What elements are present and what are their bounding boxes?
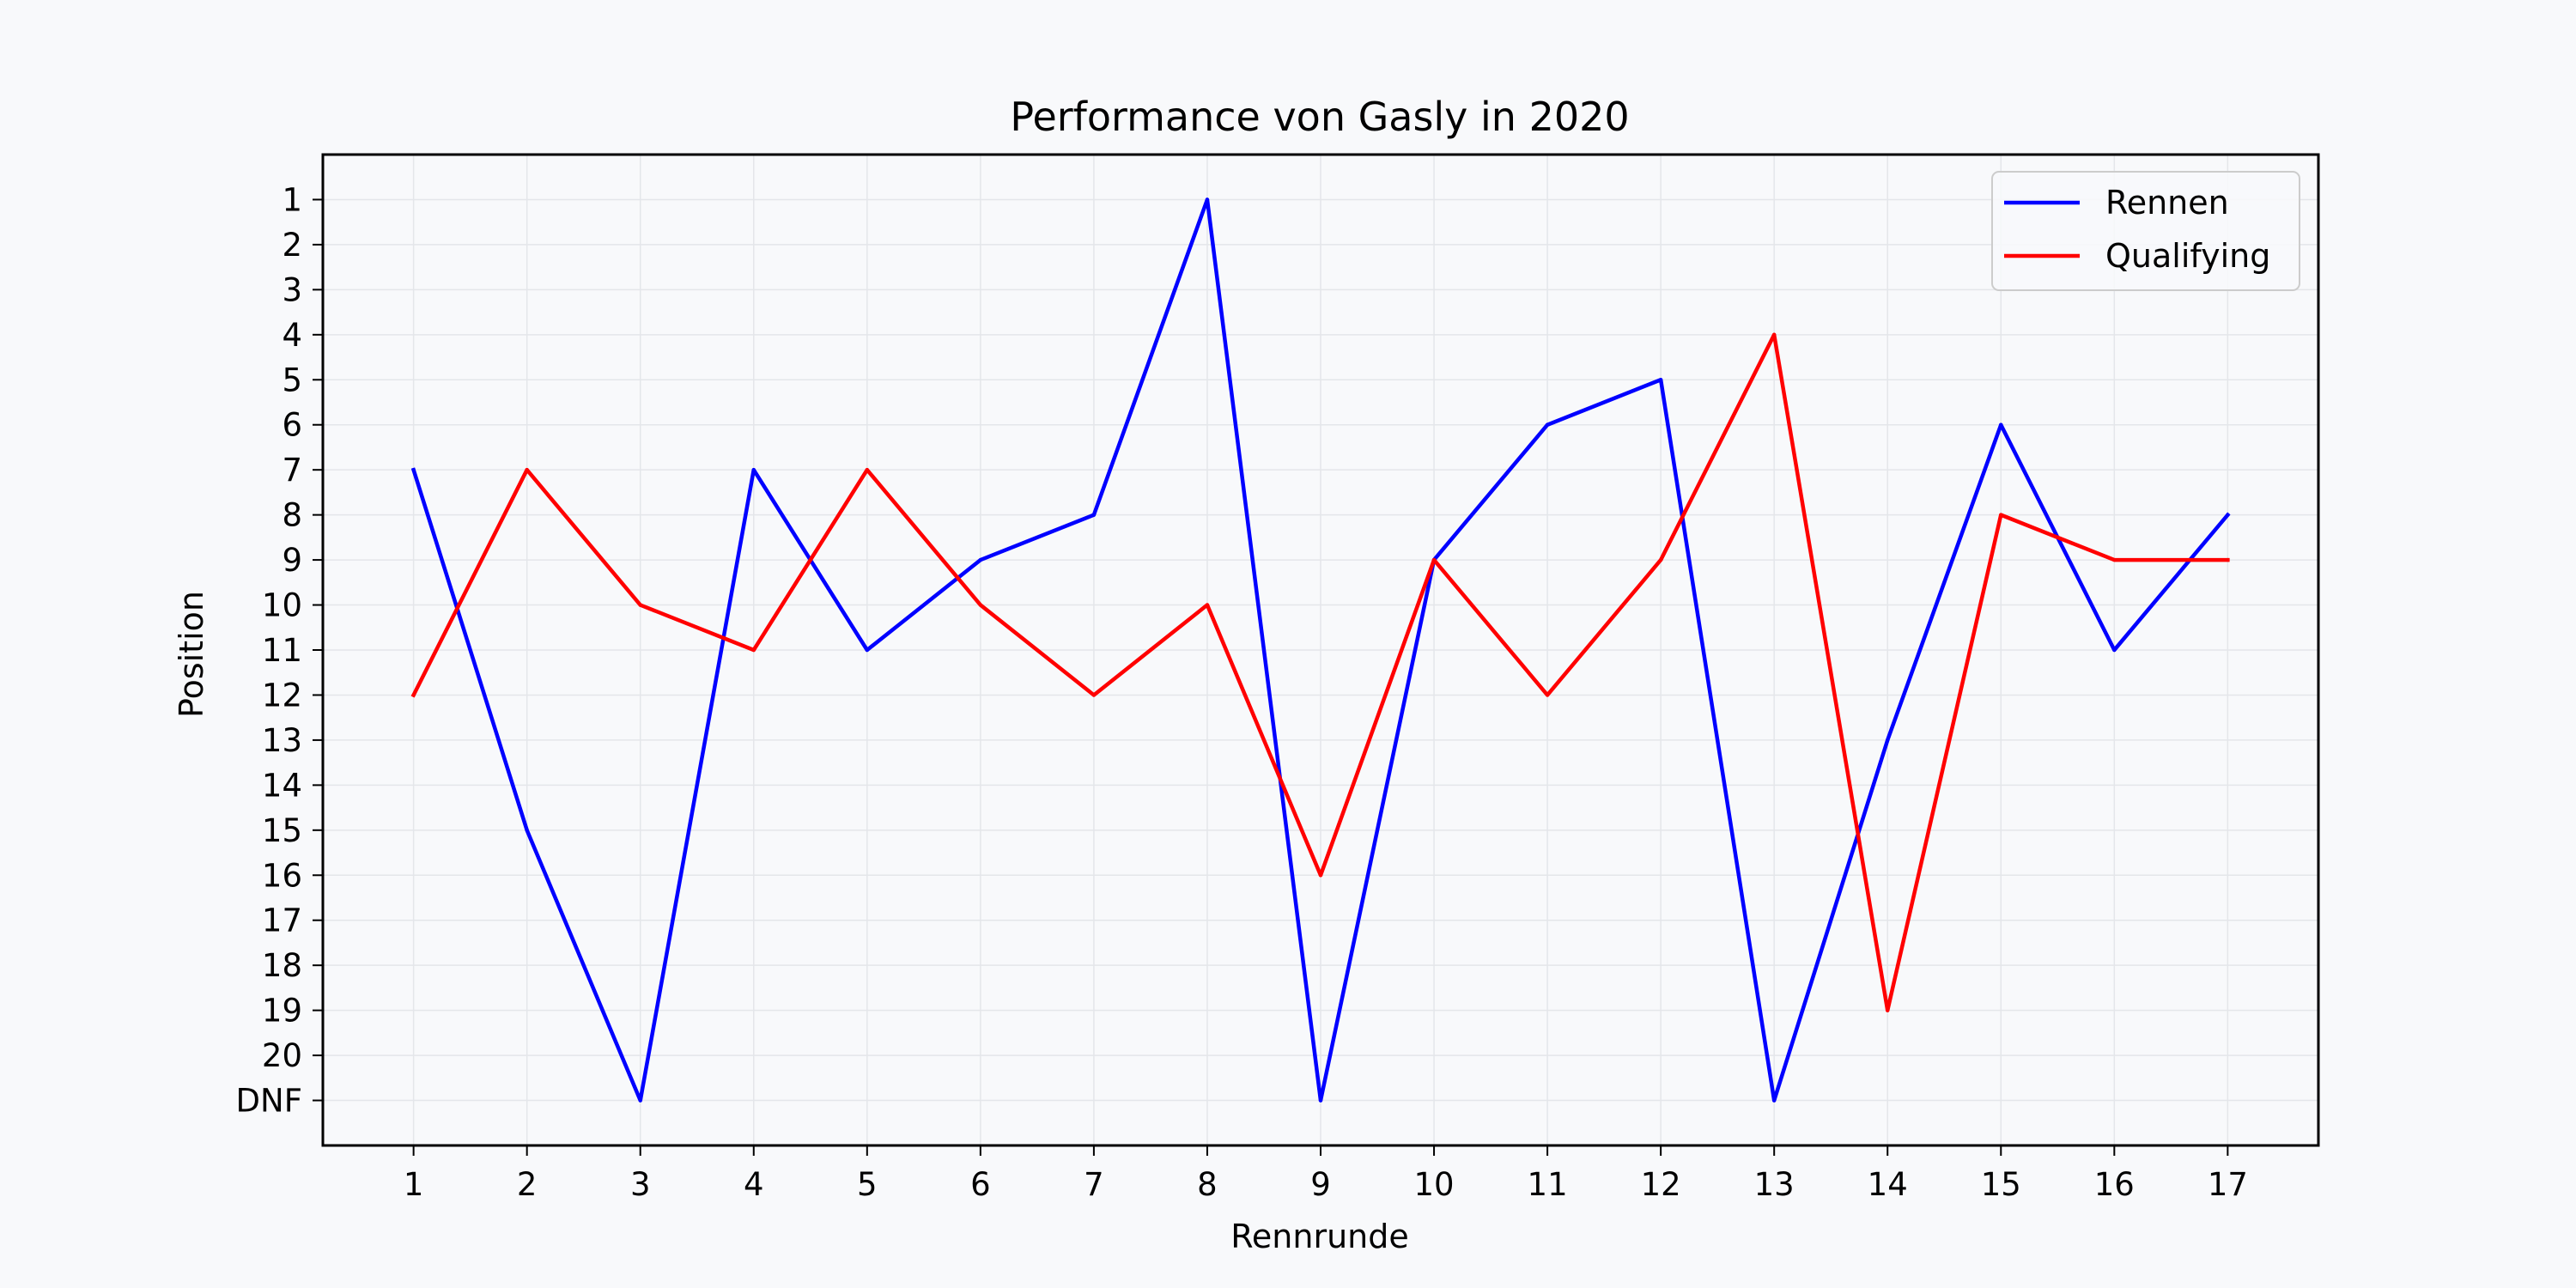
data-point [1886, 1008, 1890, 1012]
data-point [1318, 873, 1323, 878]
x-tick-label: 9 [1310, 1166, 1331, 1203]
data-point [865, 467, 870, 472]
data-point [1886, 738, 1890, 743]
data-point [2112, 557, 2117, 562]
x-tick-label: 1 [404, 1166, 424, 1203]
y-tick-label: 4 [282, 317, 302, 354]
x-tick-label: 13 [1754, 1166, 1795, 1203]
y-tick-label: 10 [262, 587, 302, 624]
y-tick-label: 14 [262, 767, 302, 804]
y-axis-label: Position [173, 591, 210, 718]
x-tick-label: 11 [1528, 1166, 1568, 1203]
data-point [1999, 513, 2003, 517]
data-point [1771, 332, 1777, 337]
series-lines [410, 197, 2231, 1103]
x-tick-label: 17 [2208, 1166, 2248, 1203]
data-point [1545, 422, 1550, 427]
data-point [638, 1098, 642, 1103]
data-point [2226, 557, 2230, 562]
chart-title: Performance von Gasly in 2020 [1010, 94, 1629, 140]
data-point [1091, 513, 1097, 517]
y-tick-label: 11 [262, 632, 302, 669]
data-point [411, 693, 416, 697]
data-point [751, 467, 756, 472]
legend-label-rennen: Rennen [2105, 184, 2229, 222]
x-tick-label: 4 [744, 1166, 764, 1203]
y-tick-label: DNF [236, 1083, 302, 1120]
y-tick-label: 19 [262, 993, 302, 1030]
y-tick-label: 20 [262, 1037, 302, 1074]
y-tick-label: 18 [262, 947, 302, 984]
data-point [1658, 378, 1663, 382]
y-tick-label: 16 [262, 857, 302, 894]
x-tick-label: 8 [1197, 1166, 1218, 1203]
data-point [1999, 422, 2003, 427]
y-tick-label: 13 [262, 722, 302, 759]
x-tick-label: 6 [970, 1166, 991, 1203]
data-point [865, 647, 870, 653]
y-tick-label: 12 [262, 677, 302, 714]
x-axis-label: Rennrunde [1230, 1218, 1409, 1255]
x-tick-label: 2 [517, 1166, 538, 1203]
x-tick-label: 14 [1868, 1166, 1908, 1203]
x-axis-ticks: 1 2 3 4 5 6 7 8 9 10 11 12 13 14 15 16 17 [404, 1145, 2248, 1203]
data-point [525, 467, 529, 472]
y-tick-label: 17 [262, 902, 302, 939]
y-tick-label: 9 [282, 542, 302, 579]
y-tick-label: 5 [282, 361, 302, 398]
x-tick-label: 5 [857, 1166, 878, 1203]
legend-label-qualifying: Qualifying [2105, 237, 2270, 275]
grid-lines [323, 155, 2318, 1145]
data-point [1318, 1098, 1323, 1103]
y-tick-label: 1 [282, 181, 302, 218]
y-tick-label: 3 [282, 271, 302, 308]
y-tick-label: 7 [282, 452, 302, 489]
data-point [638, 603, 642, 607]
data-point [1545, 693, 1550, 697]
data-point [1205, 197, 1210, 202]
data-point [1658, 557, 1663, 562]
x-tick-label: 3 [630, 1166, 651, 1203]
data-point [2226, 513, 2230, 517]
y-tick-label: 15 [262, 812, 302, 849]
data-point [978, 603, 983, 607]
data-point [1771, 1098, 1777, 1103]
y-tick-label: 2 [282, 227, 302, 264]
data-point [978, 557, 983, 562]
data-point [525, 828, 529, 833]
y-tick-label: 6 [282, 407, 302, 444]
x-tick-label: 10 [1413, 1166, 1454, 1203]
x-tick-label: 12 [1641, 1166, 1681, 1203]
data-point [1431, 557, 1437, 562]
x-tick-label: 15 [1981, 1166, 2021, 1203]
data-point [2112, 647, 2117, 653]
legend: Rennen Qualifying [1991, 171, 2300, 291]
data-point [411, 467, 416, 472]
data-point [1091, 693, 1097, 697]
x-tick-label: 7 [1084, 1166, 1104, 1203]
y-tick-label: 8 [282, 497, 302, 534]
data-point [1205, 603, 1210, 607]
x-tick-label: 16 [2094, 1166, 2135, 1203]
data-point [751, 647, 756, 653]
